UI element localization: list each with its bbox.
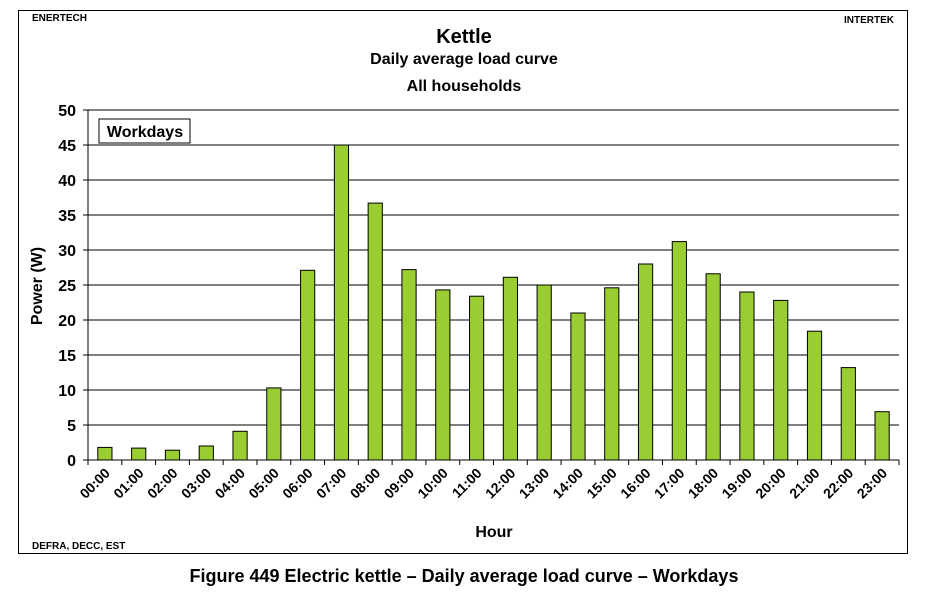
- y-tick-label: 15: [58, 348, 76, 365]
- x-axis-label: Hour: [475, 524, 512, 541]
- annotation-label: Workdays: [107, 124, 183, 141]
- figure-caption: Figure 449 Electric kettle – Daily avera…: [189, 566, 739, 586]
- bar-2100: [806, 330, 823, 461]
- x-tick-label: 16:00: [617, 465, 654, 502]
- bar-1100: [469, 295, 485, 461]
- chart-title: Kettle: [436, 26, 492, 48]
- y-tick-label: 50: [58, 103, 76, 120]
- bar-0200: [164, 449, 181, 461]
- chart-subtitle: Daily average load curve: [370, 51, 558, 68]
- bar-0000: [97, 446, 113, 461]
- x-tick-label: 23:00: [854, 465, 891, 502]
- y-tick-label: 35: [58, 208, 76, 225]
- x-tick-label: 22:00: [820, 465, 857, 502]
- gridlines: [88, 109, 899, 426]
- x-tick-label: 08:00: [347, 465, 384, 502]
- x-tick-label: 10:00: [414, 465, 451, 502]
- intertek-label: INTERTEK: [844, 15, 894, 26]
- y-tick-label: 25: [58, 278, 76, 295]
- x-tick-label: 00:00: [76, 465, 113, 502]
- x-tick-label: 19:00: [718, 465, 755, 502]
- x-tick-label: 15:00: [583, 465, 620, 502]
- x-tick-label: 09:00: [381, 465, 418, 502]
- bar-0900: [401, 269, 417, 461]
- chart-subtitle-2: All households: [406, 78, 522, 95]
- y-tick-label: 0: [67, 453, 76, 470]
- annotation-box: [98, 118, 191, 144]
- x-tick-labels: 00:0001:0002:0003:0004:0005:0006:0007:00…: [76, 465, 890, 502]
- x-tick-label: 21:00: [786, 465, 823, 502]
- bar-0100: [131, 447, 147, 461]
- x-tick-label: 07:00: [313, 465, 350, 502]
- bar-0300: [198, 445, 214, 461]
- bars: [97, 144, 890, 461]
- bar-1900: [739, 291, 755, 461]
- bar-2200: [840, 367, 856, 461]
- axes: [83, 109, 900, 465]
- bar-1000: [435, 289, 451, 461]
- bar-1200: [502, 276, 518, 461]
- y-tick-label: 45: [58, 138, 76, 155]
- chart-frame: [18, 10, 908, 554]
- bar-0600: [300, 269, 316, 461]
- x-tick-label: 04:00: [212, 465, 249, 502]
- bar-2300: [874, 411, 890, 461]
- y-tick-label: 40: [58, 173, 76, 190]
- x-tick-label: 12:00: [482, 465, 519, 502]
- bar-0800: [367, 202, 383, 461]
- bar-0700: [333, 144, 350, 461]
- bar-2000: [773, 299, 789, 461]
- bar-0500: [266, 387, 282, 461]
- enertech-label: ENERTECH: [32, 13, 88, 24]
- bar-1600: [637, 263, 654, 461]
- x-tick-label: 06:00: [279, 465, 316, 502]
- bar-1800: [705, 273, 721, 461]
- x-tick-label: 02:00: [144, 465, 181, 502]
- x-tick-label: 14:00: [549, 465, 586, 502]
- x-tick-label: 05:00: [245, 465, 282, 502]
- bar-0400: [232, 430, 248, 461]
- bar-1300: [536, 284, 552, 461]
- x-tick-label: 13:00: [516, 465, 553, 502]
- footer-source-label: DEFRA, DECC, EST: [32, 541, 126, 552]
- x-tick-label: 11:00: [449, 465, 485, 501]
- y-axis-label: Power (W): [29, 247, 46, 325]
- x-tick-label: 17:00: [651, 465, 688, 502]
- bar-1400: [570, 312, 586, 461]
- x-tick-label: 03:00: [178, 465, 215, 502]
- bar-1700: [671, 241, 687, 461]
- y-tick-label: 5: [67, 418, 76, 435]
- y-tick-label: 20: [58, 313, 76, 330]
- x-tick-label: 18:00: [685, 465, 722, 502]
- x-tick-label: 01:00: [110, 465, 147, 502]
- x-tick-label: 20:00: [752, 465, 789, 502]
- y-tick-label: 30: [58, 243, 76, 260]
- bar-1500: [604, 287, 620, 461]
- y-tick-label: 10: [58, 383, 76, 400]
- y-tick-labels: 0 5 10 15 20 25 30 35 40 45 50: [58, 103, 76, 470]
